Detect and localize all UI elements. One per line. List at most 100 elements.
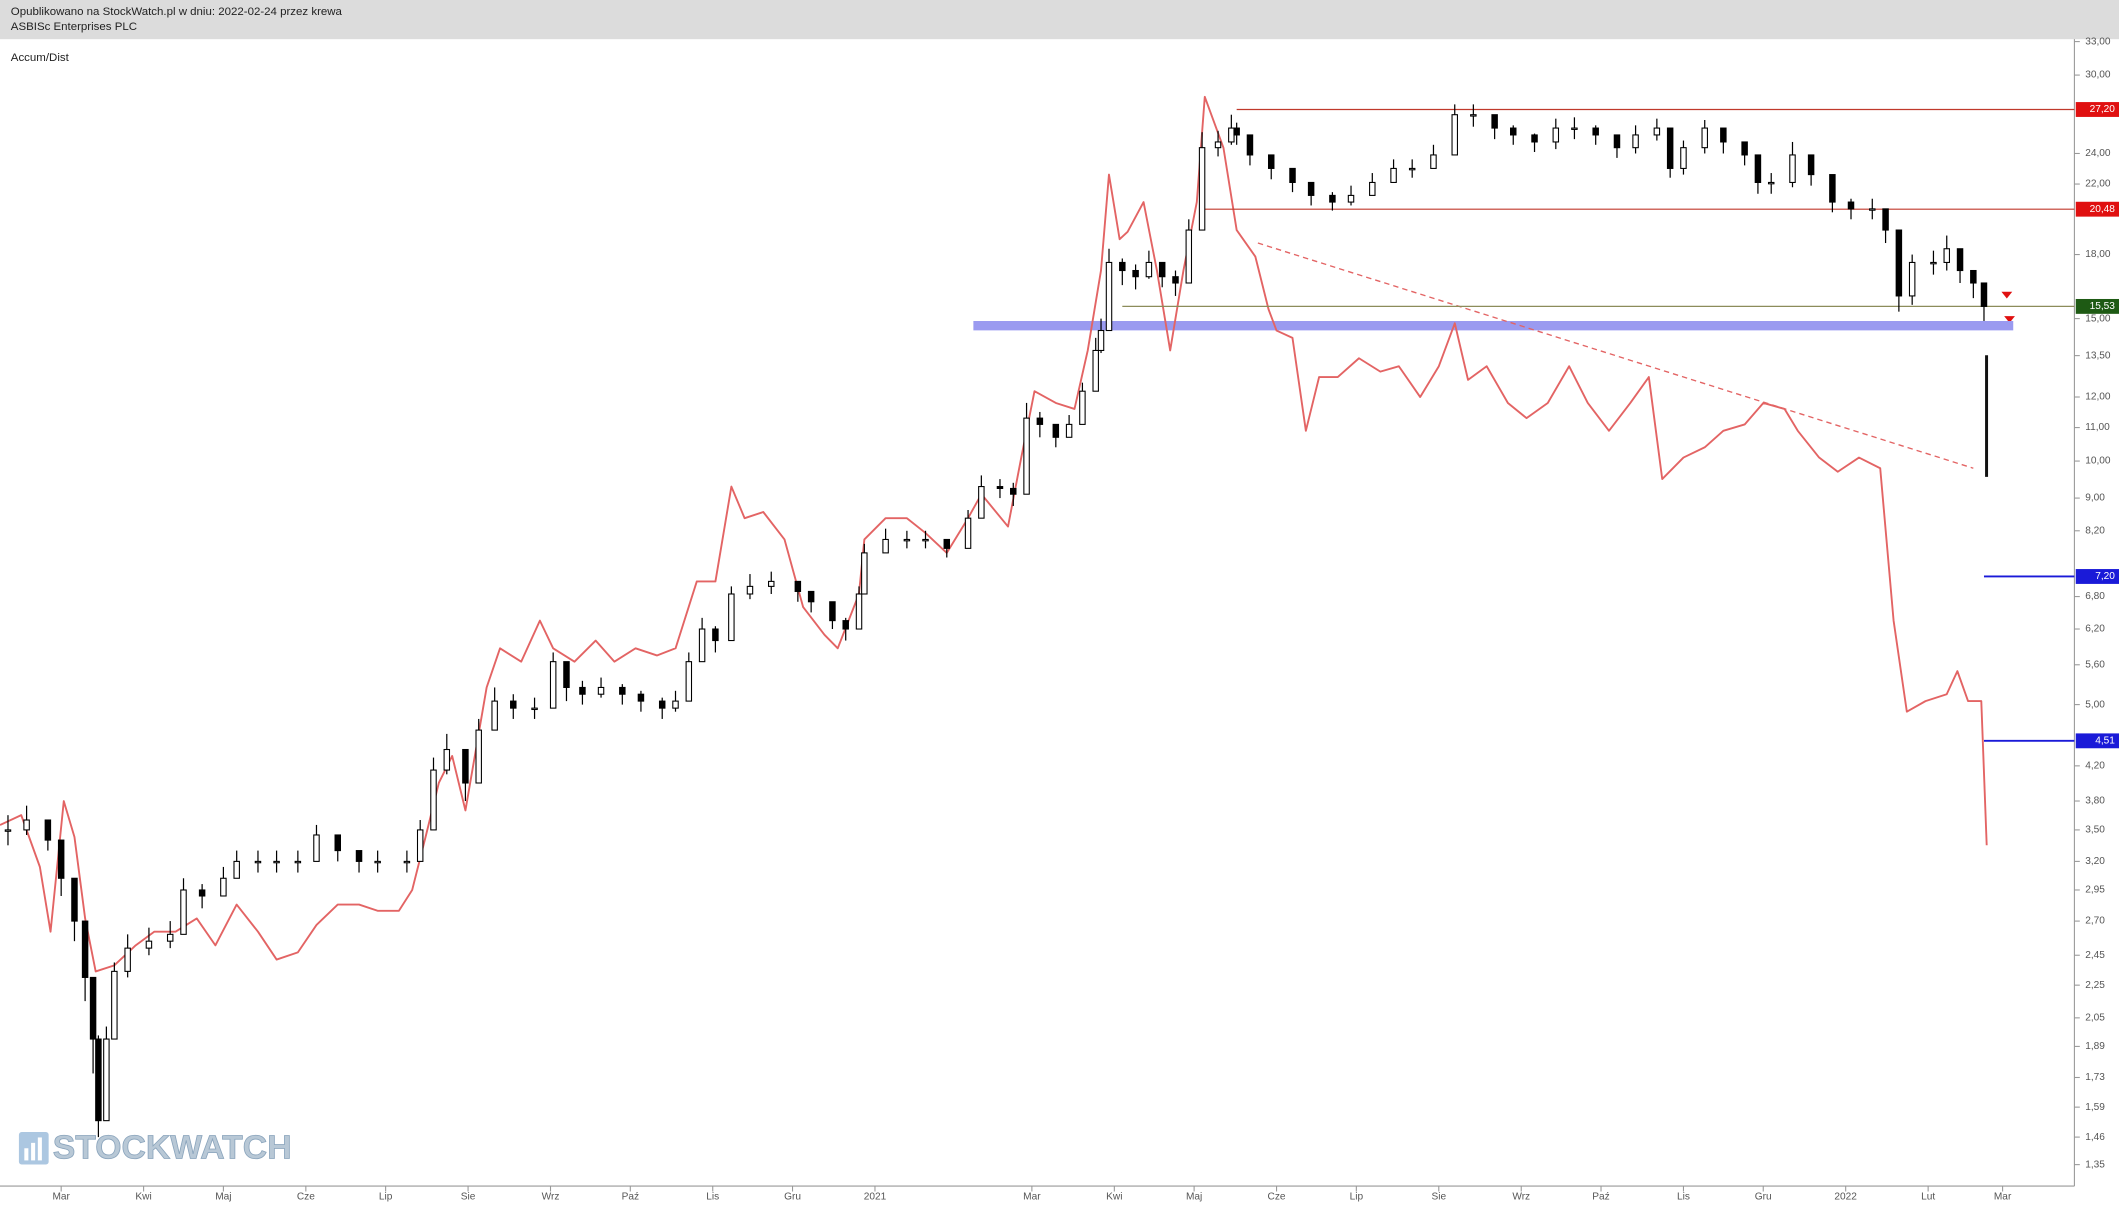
candle-body — [563, 661, 570, 688]
candle-body — [1023, 417, 1030, 495]
y-tick-label: 9,00 — [2085, 493, 2105, 504]
y-tick-label: 4,20 — [2085, 761, 2105, 772]
candle-body — [903, 538, 911, 542]
x-tick-label: Wrz — [1512, 1192, 1530, 1203]
candle-body — [1010, 487, 1017, 495]
candle-body — [1592, 127, 1599, 136]
candle-body — [294, 860, 302, 864]
y-tick-label: 3,20 — [2085, 856, 2105, 867]
candle-body — [829, 601, 836, 622]
candle-body — [996, 486, 1004, 489]
candle-body — [475, 729, 482, 784]
candle-body — [1680, 147, 1687, 169]
x-tick-label: Gru — [784, 1192, 801, 1203]
x-tick-label: Kwi — [135, 1192, 151, 1203]
candle-body — [579, 686, 586, 695]
candle-body — [57, 839, 65, 879]
x-tick-label: Gru — [1755, 1192, 1772, 1203]
y-tick-label: 3,80 — [2085, 796, 2105, 807]
candle-body — [313, 834, 320, 862]
candle-body — [1172, 276, 1179, 284]
candle-body — [1741, 141, 1748, 156]
y-tick-label: 10,00 — [2085, 456, 2111, 467]
y-tick-label: 12,00 — [2085, 392, 2111, 403]
x-tick-label: Mar — [1023, 1192, 1041, 1203]
candle-body — [462, 748, 469, 784]
y-tick-label: 8,20 — [2085, 525, 2105, 536]
level-label: 4,51 — [2095, 736, 2115, 747]
candle-body — [1430, 154, 1437, 169]
candle-body — [430, 769, 437, 831]
x-tick-label: Lip — [379, 1192, 393, 1203]
candle-body — [549, 661, 557, 709]
y-tick-label: 2,25 — [2085, 980, 2105, 991]
y-tick-label: 5,60 — [2085, 659, 2105, 670]
candle-body — [254, 860, 262, 864]
candle-body — [1267, 154, 1275, 169]
candle-body — [443, 748, 451, 771]
y-tick-label: 1,89 — [2085, 1041, 2105, 1052]
trend-line — [1257, 242, 1974, 469]
candle-body — [1451, 114, 1458, 156]
candle-body — [1408, 167, 1416, 171]
y-tick-label: 2,05 — [2085, 1013, 2105, 1024]
candle-body — [416, 829, 424, 862]
candle-body — [1132, 269, 1139, 278]
y-tick-label: 5,00 — [2085, 699, 2105, 710]
alert-marker — [2001, 291, 2013, 299]
x-tick-label: Paź — [622, 1192, 639, 1203]
indicator-line — [0, 95, 1988, 973]
candle-body — [334, 834, 341, 852]
candle-body — [1869, 208, 1876, 211]
level-label: 20,48 — [2090, 204, 2116, 215]
candle-body — [1065, 423, 1073, 438]
x-tick-label: Maj — [215, 1192, 231, 1203]
candle-body — [1701, 127, 1708, 149]
candle-body — [1246, 134, 1254, 156]
candle-body — [145, 940, 153, 949]
level-label-box — [2075, 201, 2119, 217]
candle-body — [1079, 390, 1086, 425]
candle-body — [71, 877, 78, 922]
candle-body — [1807, 154, 1815, 176]
y-tick-label: 30,00 — [2085, 70, 2111, 81]
x-tick-label: Mar — [1994, 1192, 2012, 1203]
y-tick-label: 6,20 — [2085, 624, 2105, 635]
candle-body — [807, 590, 815, 603]
y-tick-label: 1,35 — [2085, 1159, 2105, 1170]
candle-body — [510, 700, 517, 709]
alert-marker — [2004, 316, 2015, 323]
candle-body — [1307, 181, 1315, 196]
candle-body — [597, 686, 605, 695]
y-tick-label: 1,59 — [2085, 1102, 2105, 1113]
candle-body — [1847, 201, 1855, 210]
candle-body — [1767, 181, 1775, 185]
candle-body — [1632, 134, 1639, 149]
x-tick-label: Kwi — [1106, 1192, 1122, 1203]
x-tick-label: Wrz — [542, 1192, 560, 1203]
candle-body — [374, 860, 381, 864]
candle-body — [1390, 167, 1397, 183]
y-tick-label: 2,70 — [2085, 916, 2105, 927]
candle-body — [1214, 141, 1222, 149]
x-tick-label: Maj — [1186, 1192, 1202, 1203]
candle-body — [124, 947, 131, 972]
candle-body — [1097, 329, 1105, 352]
y-tick-label: 2,45 — [2085, 950, 2105, 961]
y-tick-label: 18,00 — [2085, 249, 2111, 260]
header-line: ASBISc Enterprises PLC — [11, 21, 137, 33]
candle-body — [1347, 194, 1355, 203]
watermark: STOCKWATCH — [53, 1129, 292, 1167]
candle-body — [1145, 261, 1153, 278]
candle-body — [1720, 127, 1727, 143]
level-label: 15,53 — [2090, 301, 2116, 312]
candle-body — [943, 538, 951, 549]
candle-body — [1158, 261, 1166, 278]
y-tick-label: 33,00 — [2085, 36, 2111, 47]
y-tick-label: 6,80 — [2085, 591, 2105, 602]
candle-body — [1198, 147, 1206, 231]
candle-body — [728, 593, 735, 642]
candle-body — [1956, 248, 1964, 272]
candle-body — [220, 877, 227, 897]
candle-body — [882, 538, 889, 554]
